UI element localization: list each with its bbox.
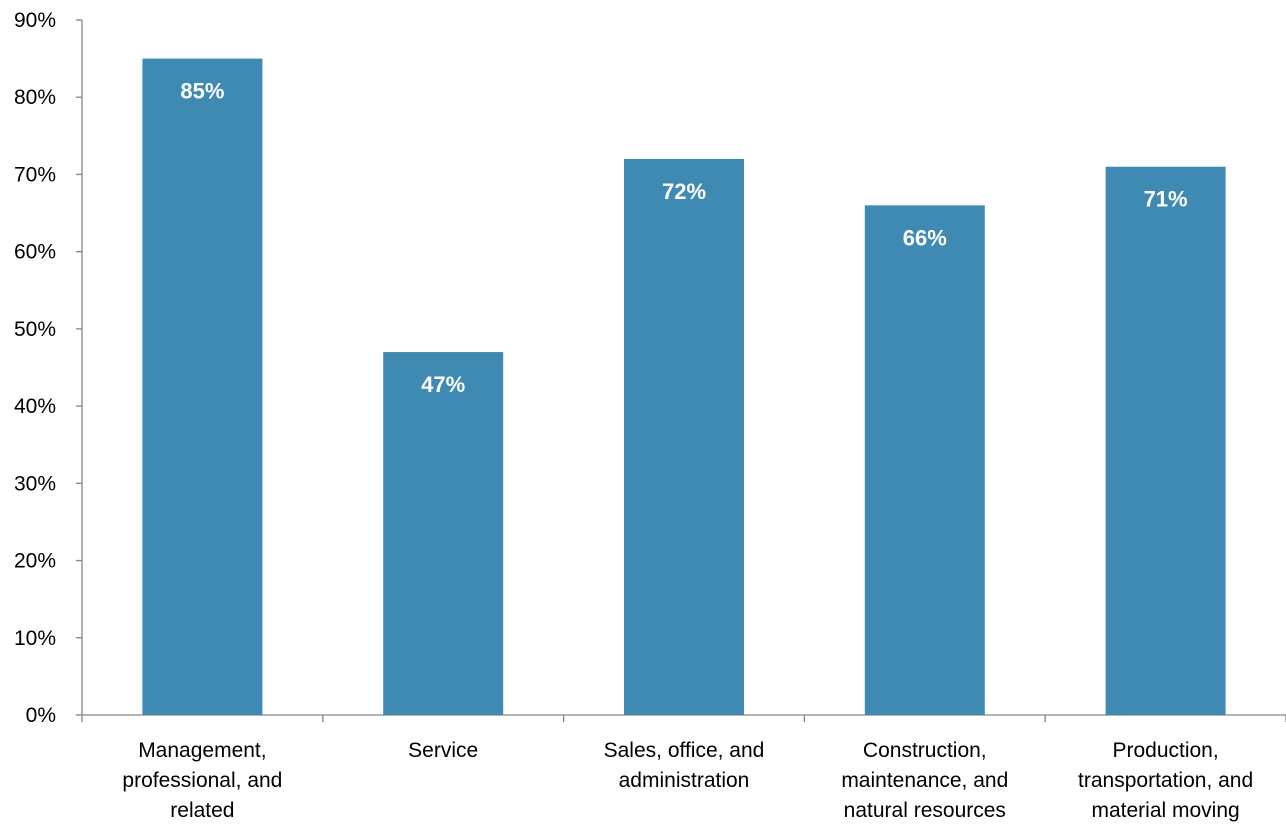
data-label: 47% [421, 372, 465, 397]
x-category-label-line: Sales, office, and [604, 739, 765, 762]
x-category-label-line: related [170, 799, 234, 822]
x-category-label: Sales, office, and administration [604, 739, 765, 792]
y-tick-label: 0% [26, 704, 56, 727]
y-tick-label: 70% [14, 163, 56, 186]
x-category-label-line: professional, and [122, 769, 282, 792]
x-category-label-line: Management, [138, 739, 266, 762]
x-category-label-line: natural resources [844, 799, 1006, 822]
y-tick-label: 90% [14, 9, 56, 32]
y-tick-label: 20% [14, 550, 56, 573]
y-tick-label: 50% [14, 318, 56, 341]
x-category-label: Construction, maintenance, and natural res… [841, 739, 1008, 822]
x-category-label-line: Production, [1112, 739, 1218, 762]
data-label: 66% [903, 225, 947, 250]
data-label: 85% [180, 79, 224, 104]
y-tick-label: 10% [14, 627, 56, 650]
x-category-label-line: Construction, [863, 739, 987, 762]
y-tick-label: 40% [14, 395, 56, 418]
bar [383, 352, 504, 715]
x-category-label: Management, professional, and related [122, 739, 282, 822]
bar [142, 58, 263, 716]
x-category-label-line: Service [408, 739, 478, 762]
x-category-label-line: administration [619, 769, 750, 792]
data-label: 72% [662, 179, 706, 204]
x-category-label-line: maintenance, and [841, 769, 1008, 792]
x-category-label-line: material moving [1091, 799, 1239, 822]
data-label: 71% [1144, 187, 1188, 212]
bar [864, 205, 985, 716]
y-tick-label: 30% [14, 472, 56, 495]
x-category-label: Service [408, 739, 478, 762]
bar [1105, 166, 1226, 715]
bar [624, 159, 744, 715]
x-category-label-line: transportation, and [1078, 769, 1253, 792]
y-tick-label: 60% [14, 241, 56, 264]
y-tick-label: 80% [14, 86, 56, 109]
x-category-label: Production, transportation, and material m… [1078, 739, 1253, 822]
